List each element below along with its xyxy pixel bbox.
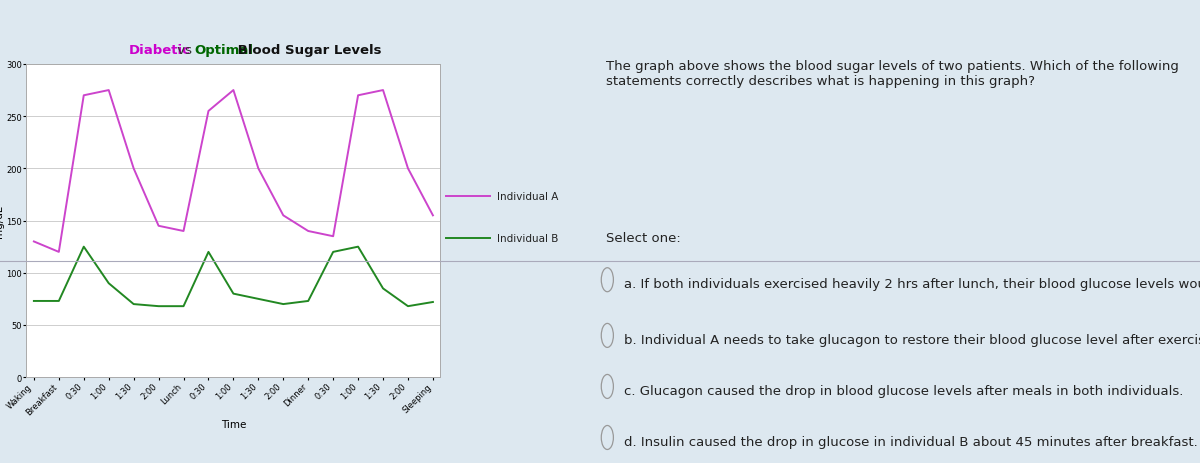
Text: b. Individual A needs to take glucagon to restore their blood glucose level afte: b. Individual A needs to take glucagon t… — [624, 333, 1200, 346]
Y-axis label: mg/dL: mg/dL — [0, 205, 4, 238]
Text: Optimal: Optimal — [194, 44, 254, 57]
Text: c. Glucagon caused the drop in blood glucose levels after meals in both individu: c. Glucagon caused the drop in blood glu… — [624, 384, 1183, 397]
Text: Diabetic: Diabetic — [128, 44, 191, 57]
Point — [482, 236, 497, 241]
Text: a. If both individuals exercised heavily 2 hrs after lunch, their blood glucose : a. If both individuals exercised heavily… — [624, 278, 1200, 291]
Text: Individual B: Individual B — [497, 233, 558, 244]
Text: Blood Sugar Levels: Blood Sugar Levels — [233, 44, 382, 57]
Point — [482, 194, 497, 200]
Text: d. Insulin caused the drop in glucose in individual B about 45 minutes after bre: d. Insulin caused the drop in glucose in… — [624, 435, 1198, 448]
Text: The graph above shows the blood sugar levels of two patients. Which of the follo: The graph above shows the blood sugar le… — [606, 60, 1178, 88]
Point — [439, 236, 454, 241]
Text: Individual A: Individual A — [497, 192, 558, 202]
Text: Select one:: Select one: — [606, 232, 680, 244]
X-axis label: Time: Time — [221, 419, 246, 429]
Text: vs: vs — [173, 44, 196, 57]
Point — [439, 194, 454, 200]
